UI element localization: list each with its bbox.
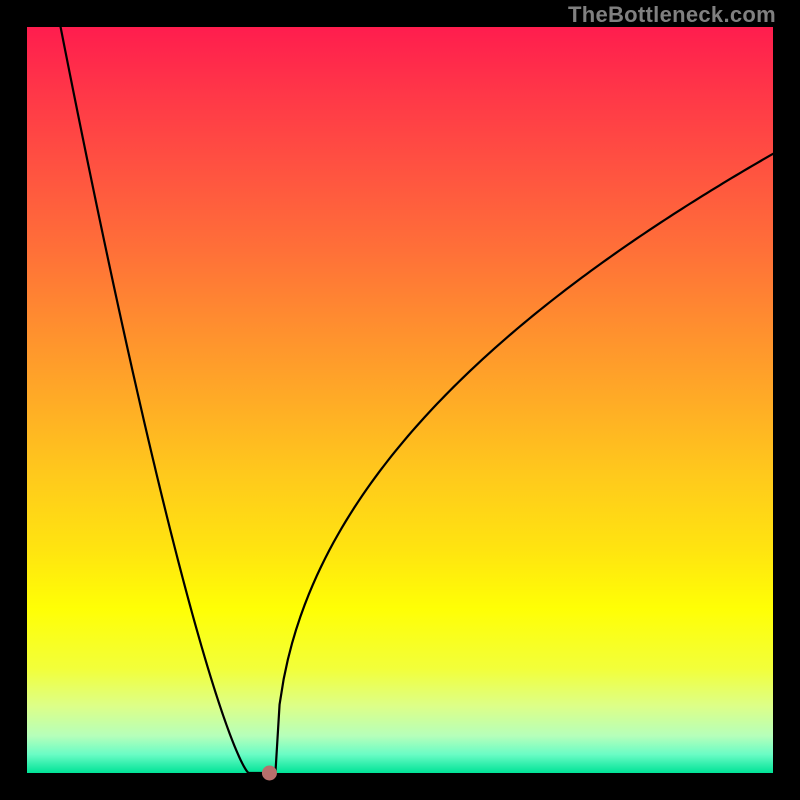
chart-container: TheBottleneck.com — [0, 0, 800, 800]
vertex-marker — [262, 766, 276, 780]
bottleneck-chart-svg — [0, 0, 800, 800]
